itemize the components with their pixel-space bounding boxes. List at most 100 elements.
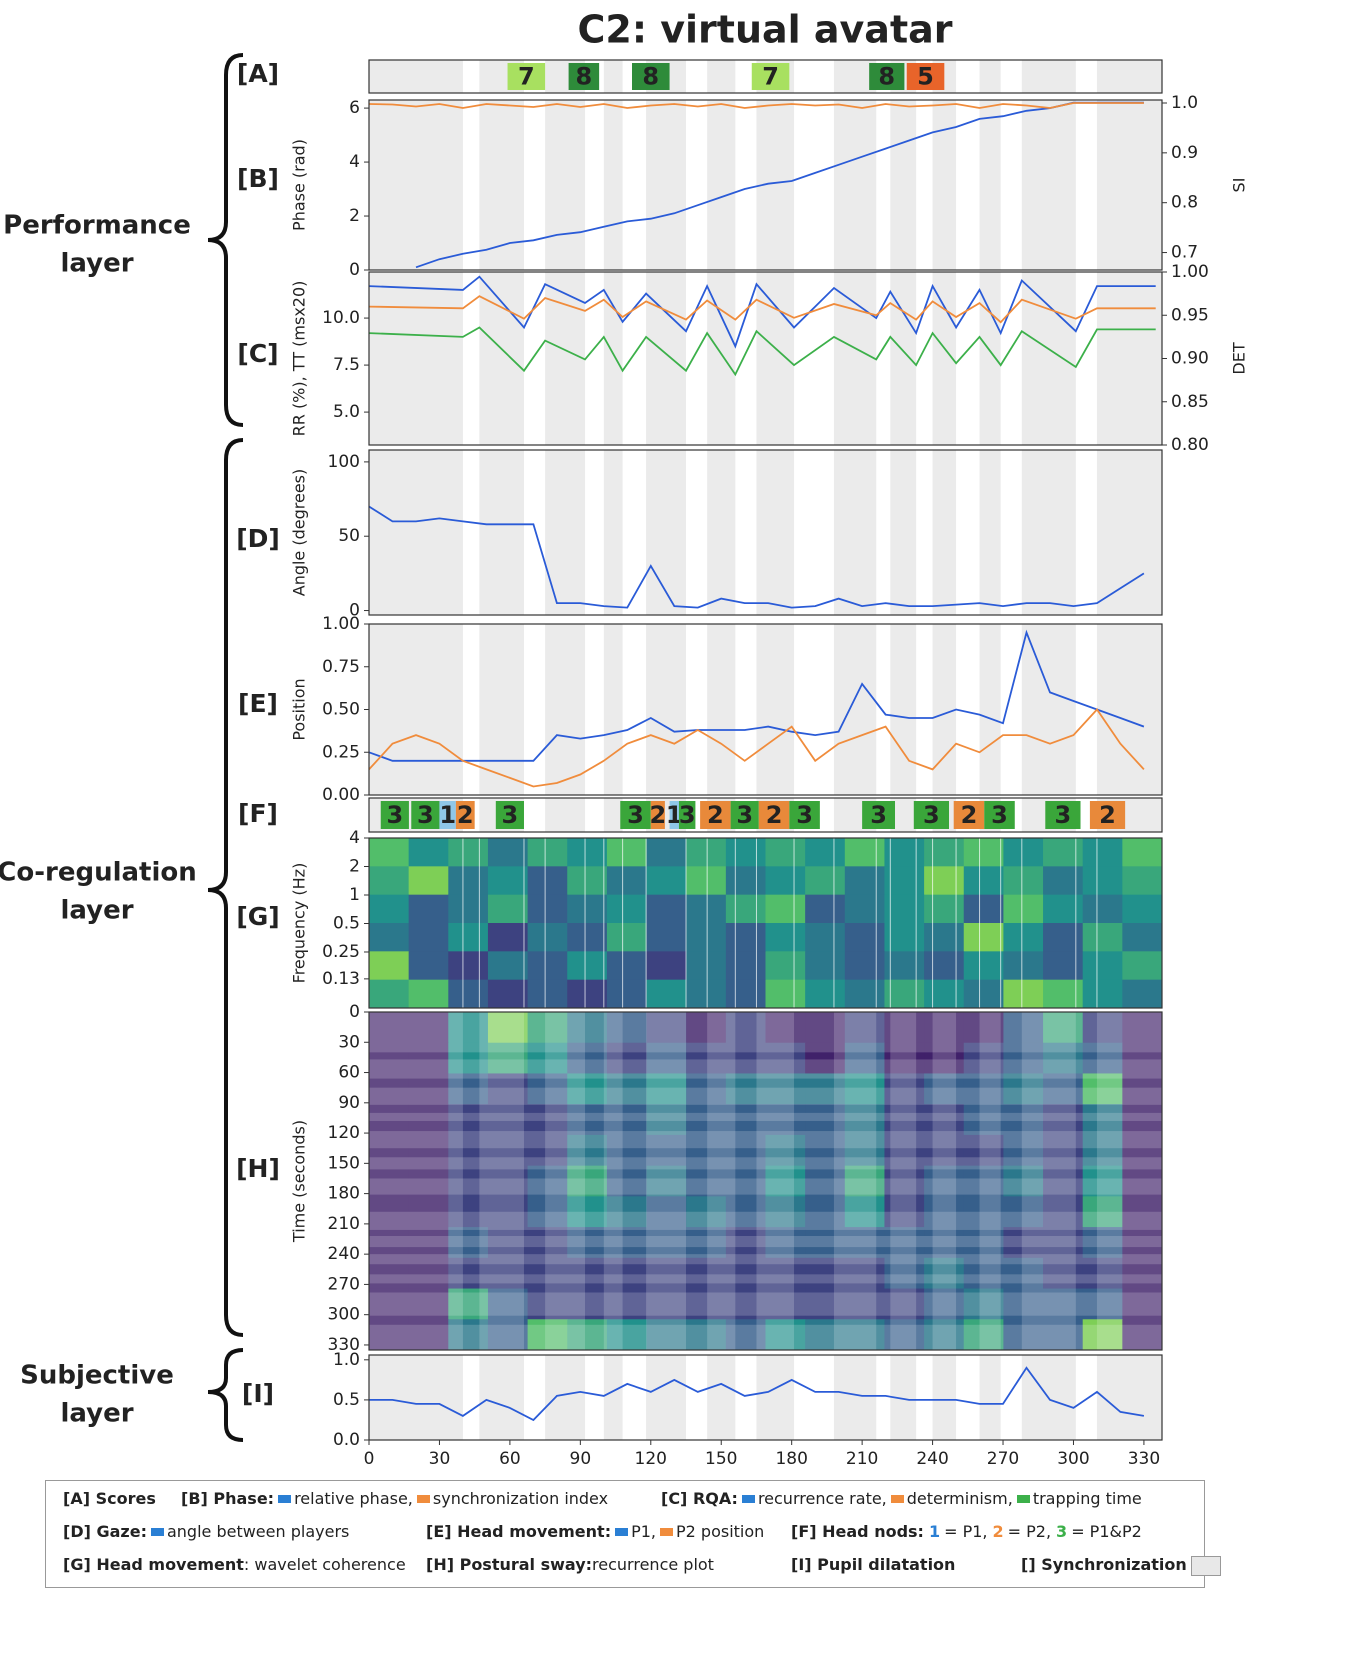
heat-cell — [1082, 1319, 1123, 1351]
legend-label: [G] Head movement — [63, 1555, 244, 1574]
sync-band — [646, 100, 687, 270]
legend-swatch — [1190, 1555, 1221, 1576]
heat-cell — [1122, 1196, 1163, 1228]
heat-cell — [606, 894, 648, 924]
heat-cell — [487, 1042, 529, 1074]
heat-cell — [369, 1134, 410, 1167]
heat-cell — [408, 1257, 449, 1290]
heat-cell — [963, 951, 1004, 981]
y-axis-label: Angle (degrees) — [290, 469, 309, 597]
heat-cell — [448, 1134, 489, 1167]
legend-label: [C] RQA: — [661, 1489, 738, 1508]
heat-cell — [1043, 1042, 1084, 1074]
heat-cell — [567, 1165, 608, 1197]
heat-cell — [487, 1134, 529, 1167]
heat-cell — [1043, 866, 1084, 896]
tick-label: 0.85 — [1171, 392, 1209, 412]
heat-cell — [567, 866, 608, 896]
heat-cell — [844, 1073, 885, 1105]
heat-cell — [408, 1288, 449, 1320]
heat-cell — [567, 1073, 608, 1105]
heat-cell — [487, 1104, 529, 1136]
heat-cell — [606, 1319, 648, 1351]
tick-label: 0 — [349, 1002, 360, 1022]
legend: [A] Scores [B] Phase: relative phase, synch… — [45, 1480, 1221, 1588]
legend-label: [D] Gaze: — [63, 1522, 147, 1541]
tick-label: 1.0 — [1171, 93, 1198, 113]
tick-label: 0.0 — [333, 1430, 360, 1450]
y-axis-label: Position — [290, 678, 309, 740]
heat-cell — [725, 1319, 766, 1351]
event-label: 3 — [502, 801, 519, 829]
tick-label: 330 — [328, 1335, 360, 1355]
heat-cell — [1043, 1227, 1084, 1259]
series-line — [368, 295, 1156, 324]
event-box — [906, 63, 945, 90]
heat-cell — [725, 838, 766, 867]
title: C2: virtual avatar — [577, 8, 952, 52]
heat-cell — [567, 1227, 608, 1259]
sync-band — [545, 450, 586, 615]
heat-cell — [567, 1042, 608, 1074]
sync-band — [369, 1112, 1162, 1121]
heat-cell — [765, 838, 806, 867]
tick-label: 180 — [328, 1184, 360, 1204]
event-box — [1045, 801, 1081, 829]
event-label: 2 — [457, 801, 474, 829]
tick-label: 1.00 — [1171, 262, 1209, 282]
tick-label: 0.9 — [1171, 143, 1198, 163]
sync-band — [979, 272, 1001, 445]
heat-cell — [765, 1073, 806, 1105]
heat-cell — [844, 1042, 885, 1074]
sync-band — [369, 1324, 1162, 1350]
event-box — [669, 801, 679, 829]
sync-band — [603, 100, 623, 270]
sync-band — [603, 450, 623, 615]
heat-cell — [805, 1257, 846, 1290]
heat-cell — [1003, 1319, 1044, 1351]
heat-cell — [527, 1196, 568, 1228]
heat-cell — [686, 894, 727, 924]
heat-cell — [1122, 1257, 1163, 1290]
heat-cell — [487, 1257, 529, 1290]
tick-label: 0.80 — [1171, 435, 1209, 455]
sync-band — [756, 272, 795, 445]
tick-label: 30 — [338, 1032, 360, 1052]
event-box — [953, 801, 985, 829]
heat-cell — [1082, 979, 1123, 1009]
heat-cell — [963, 1073, 1004, 1105]
heat-cell — [725, 894, 766, 924]
tick-label: 1.00 — [322, 614, 360, 634]
tick-label: 4 — [349, 152, 360, 172]
panel-label: [I] — [242, 1379, 274, 1408]
sync-band — [890, 272, 917, 445]
heat-cell — [369, 923, 410, 952]
heat-cell — [606, 1134, 648, 1167]
sync-band — [369, 1274, 1162, 1284]
event-label: 1 — [439, 801, 456, 829]
event-label: 3 — [923, 801, 940, 829]
event-label: 3 — [627, 801, 644, 829]
panel-label: [D] — [236, 524, 280, 553]
sync-band — [369, 1157, 1162, 1170]
x-tick-label: 0 — [364, 1449, 375, 1469]
legend-label: [I] Pupil dilatation — [791, 1555, 956, 1574]
heat-cell — [924, 838, 965, 867]
legend-swatch — [890, 1494, 904, 1503]
heat-cell — [567, 1288, 608, 1320]
heat-cell — [805, 1042, 846, 1074]
heat-cell — [527, 1227, 568, 1259]
heat-cell — [725, 1196, 766, 1228]
heat-cell — [448, 838, 489, 867]
heat-cell — [1082, 1288, 1123, 1320]
event-box — [1089, 801, 1126, 829]
heat-cell — [646, 1288, 687, 1320]
heat-cell — [1043, 1104, 1084, 1136]
heat-cell — [527, 1319, 568, 1351]
heat-cell — [448, 1165, 489, 1197]
heat-cell — [963, 1257, 1004, 1290]
sync-band — [646, 1012, 687, 1350]
event-box — [984, 801, 1015, 829]
tick-label: 0.50 — [322, 700, 360, 720]
